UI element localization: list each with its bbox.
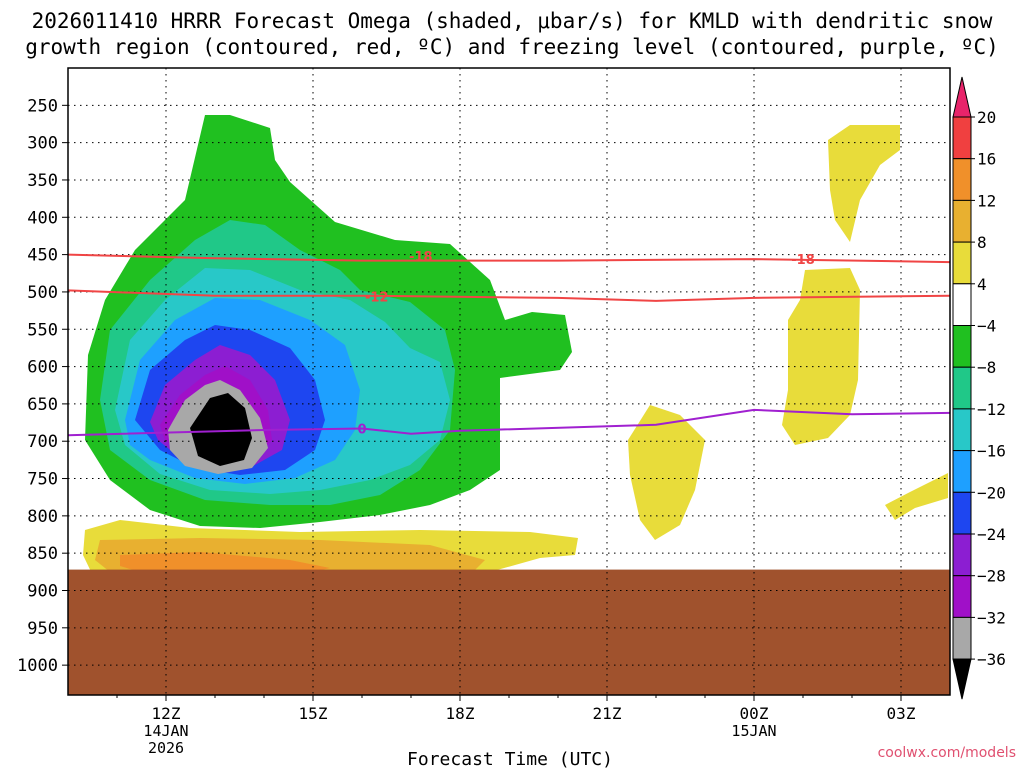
colorbar-bottom-triangle — [952, 658, 972, 700]
x-tick-label-15Z: 15Z — [299, 704, 328, 723]
dgz-contour-12 — [67, 289, 951, 302]
x-axis-label: Forecast Time (UTC) — [407, 749, 613, 768]
colorbar-swatch-11 — [952, 533, 972, 577]
omega-band-positive-4-mid — [628, 405, 705, 540]
colorbar-label-12: −32 — [977, 608, 1006, 627]
colorbar-swatch-4 — [952, 241, 972, 285]
chart-title-line-1: 2026011410 HRRR Forecast Omega (shaded, … — [31, 9, 993, 33]
omega-band-positive-4-right — [885, 473, 948, 520]
dgz-contour-18-label: -18 — [791, 253, 815, 268]
colorbar-swatch-3 — [952, 199, 972, 243]
omega-core-negative-36 — [190, 393, 252, 466]
omega-band-positive-4-upper — [782, 268, 860, 445]
below-ground-area — [68, 569, 950, 695]
y-tick-label-250: 250 — [27, 96, 58, 116]
y-tick-label-350: 350 — [27, 171, 58, 191]
colorbar-swatch-13 — [952, 616, 972, 660]
colorbar-swatch-1 — [952, 116, 972, 160]
x-tick-label-03Z: 03Z — [887, 704, 916, 723]
x-tick-date-12Z: 14JAN — [143, 722, 188, 740]
colorbar-swatch-9 — [952, 450, 972, 493]
contour-lines: -18 -18 -12 0 — [67, 250, 951, 438]
y-tick-label-950: 950 — [27, 619, 58, 639]
colorbar-label-10: −24 — [977, 525, 1006, 544]
y-tick-label-900: 900 — [27, 582, 58, 602]
y-tick-label-650: 650 — [27, 395, 58, 415]
y-tick-label-750: 750 — [27, 470, 58, 490]
y-tick-label-450: 450 — [27, 246, 58, 266]
colorbar-swatch-2 — [952, 158, 972, 201]
colorbar-swatch-7 — [952, 366, 972, 410]
x-tick-date-00Z: 15JAN — [731, 722, 776, 740]
freezing-level-contour — [67, 408, 951, 437]
colorbar-swatch-12 — [952, 575, 972, 618]
colorbar-label-5: −4 — [977, 317, 996, 336]
x-tick-year-12Z: 2026 — [148, 739, 184, 757]
colorbar-label-13: −36 — [977, 650, 1006, 669]
y-tick-label-300: 300 — [27, 134, 58, 154]
x-tick-label-12Z: 12Z — [152, 704, 181, 723]
omega-shading — [68, 115, 950, 695]
dgz-contour-18-label: -18 — [409, 250, 433, 265]
colorbar-top-triangle — [952, 76, 972, 118]
chart-title-line-2: growth region (contoured, red, ºC) and f… — [25, 35, 999, 59]
y-axis: 250 300 350 400 450 500 550 600 650 700 750 800 850 9… — [17, 96, 68, 676]
colorbar-swatch-6 — [952, 325, 972, 368]
y-tick-label-600: 600 — [27, 358, 58, 378]
freezing-level-contour-label: 0 — [357, 423, 366, 438]
x-tick-label-21Z: 21Z — [593, 704, 622, 723]
y-tick-label-1000: 1000 — [17, 656, 58, 676]
y-tick-label-800: 800 — [27, 507, 58, 527]
colorbar-swatch-10 — [952, 491, 972, 535]
omega-band-positive-4-top — [828, 125, 900, 242]
x-tick-label-00Z: 00Z — [740, 704, 769, 723]
colorbar-label-1: 16 — [977, 150, 996, 169]
grid-lines — [68, 68, 950, 695]
y-tick-label-400: 400 — [27, 208, 58, 228]
y-tick-label-500: 500 — [27, 283, 58, 303]
x-tick-label-18Z: 18Z — [446, 704, 475, 723]
colorbar-label-2: 12 — [977, 191, 996, 210]
colorbar-label-0: 20 — [977, 108, 996, 127]
colorbar-label-4: 4 — [977, 275, 987, 294]
dgz-contour-12-label: -12 — [365, 290, 389, 305]
colorbar: 20 16 12 8 4 −4 −8 −12 −16 −20 −24 −28 −32 −36 — [952, 76, 1006, 700]
credit-text: coolwx.com/models — [877, 745, 1016, 761]
y-tick-label-700: 700 — [27, 432, 58, 452]
y-tick-label-850: 850 — [27, 544, 58, 564]
colorbar-label-7: −12 — [977, 400, 1006, 419]
colorbar-label-6: −8 — [977, 358, 996, 377]
dgz-contour-18 — [67, 253, 951, 264]
colorbar-label-9: −20 — [977, 483, 1006, 502]
y-tick-label-550: 550 — [27, 320, 58, 340]
colorbar-swatch-5 — [952, 283, 972, 326]
colorbar-swatch-8 — [952, 408, 972, 452]
colorbar-label-8: −16 — [977, 442, 1006, 461]
colorbar-label-3: 8 — [977, 233, 987, 252]
colorbar-label-11: −28 — [977, 567, 1006, 586]
